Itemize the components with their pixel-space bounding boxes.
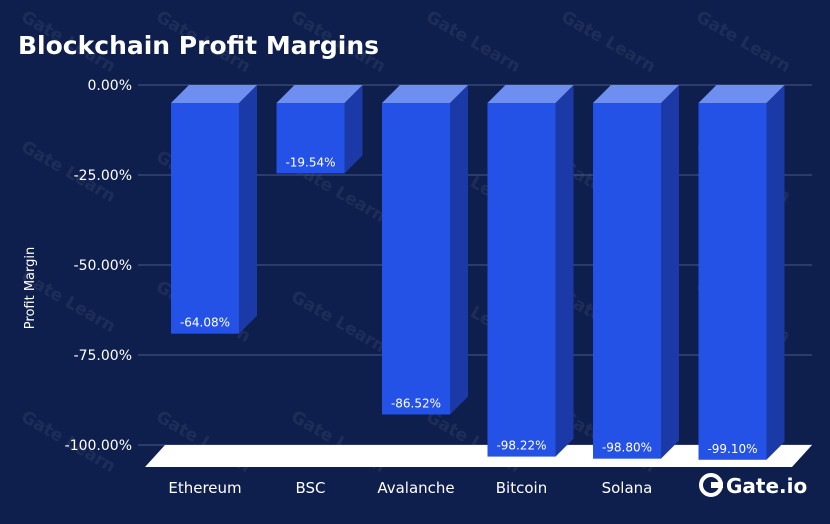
data-label: -64.08%: [180, 316, 230, 330]
bar-top: [487, 85, 574, 103]
y-tick-labels: 0.00% -25.00% -50.00% -75.00% -100.00%: [65, 78, 132, 454]
chart-title: Blockchain Profit Margins: [18, 31, 379, 60]
bar-side: [344, 85, 363, 174]
bar: [276, 85, 363, 174]
bar: [698, 85, 785, 460]
y-tick-label: -75.00%: [74, 348, 132, 364]
bar-top: [276, 85, 363, 103]
brand-logo: Gate.io: [699, 473, 807, 498]
data-label: -19.54%: [285, 155, 335, 169]
bar: [171, 85, 257, 334]
data-label: -98.22%: [496, 439, 546, 453]
x-category-label: Solana: [602, 479, 653, 497]
x-category-label: Ethereum: [168, 479, 241, 497]
bar-front: [276, 103, 345, 174]
y-tick-label: -50.00%: [74, 258, 132, 274]
bar-top: [171, 85, 257, 103]
x-category-label: Bitcoin: [496, 479, 547, 497]
watermark-text: Gate Learn: [558, 7, 659, 77]
bar-side: [766, 85, 785, 460]
data-label: -99.10%: [707, 442, 757, 456]
bar: [382, 85, 468, 415]
gate-logo-icon: [699, 473, 723, 497]
watermark-text: Gate Learn: [288, 287, 389, 357]
brand-logo-text: Gate.io: [726, 474, 807, 498]
y-axis-title: Profit Margin: [23, 247, 38, 329]
bar-top: [382, 85, 468, 103]
bar-top: [698, 85, 785, 103]
watermark-text: Gate Learn: [693, 7, 794, 77]
x-category-label: Avalanche: [377, 479, 454, 497]
x-category-label: BSC: [295, 479, 325, 497]
y-tick-label: 0.00%: [88, 78, 132, 94]
x-category-labels: Ethereum BSC Avalanche Bitcoin Solana: [168, 479, 652, 497]
bar-front: [698, 103, 767, 460]
bar-side: [450, 85, 468, 415]
watermark-text: Gate Learn: [423, 7, 524, 77]
bar: [593, 85, 679, 459]
bar-front: [593, 103, 661, 459]
y-tick-label: -100.00%: [65, 438, 132, 454]
bar-front: [487, 103, 556, 457]
bar-top: [593, 85, 679, 103]
bar-front: [382, 103, 450, 415]
y-tick-label: -25.00%: [74, 168, 132, 184]
bar: [487, 85, 574, 457]
bars: -64.08% -19.54% -86.52% -98.22% -98.80% -99.1…: [171, 85, 785, 460]
bar-side: [239, 85, 257, 334]
bar-side: [661, 85, 679, 459]
bar-front: [171, 103, 239, 334]
data-label: -86.52%: [391, 396, 441, 410]
data-label: -98.80%: [602, 441, 652, 455]
bar-side: [555, 85, 574, 457]
